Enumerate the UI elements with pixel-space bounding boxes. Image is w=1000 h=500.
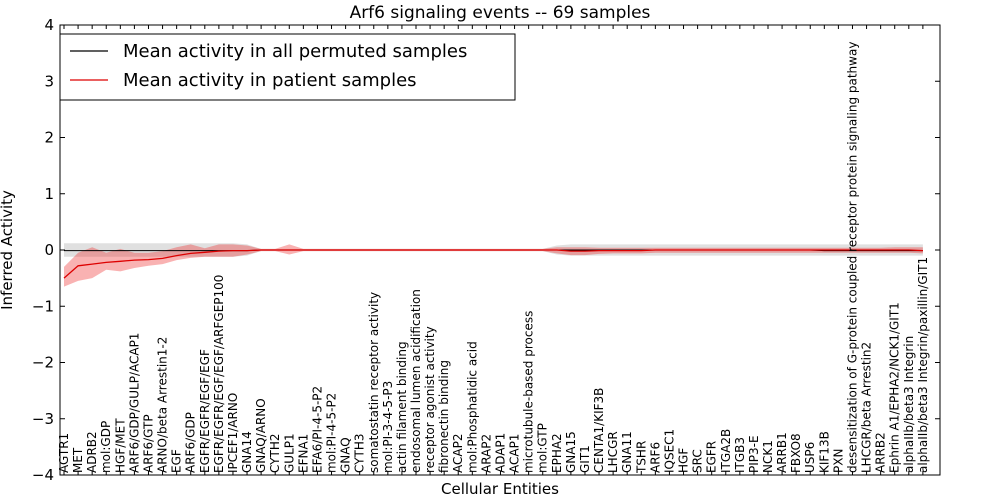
x-tick-label: PXN bbox=[831, 449, 845, 473]
x-tick-label: CENTA1/KIF3B bbox=[592, 388, 606, 473]
x-tick-label: HGF bbox=[677, 448, 691, 473]
x-tick-label: CYTH3 bbox=[353, 434, 367, 474]
x-tick-label: Ephrin A1/EPHA2/NCK1/GIT1 bbox=[888, 302, 902, 473]
y-tick-label: −3 bbox=[32, 410, 54, 428]
x-tick-label: ITGB3 bbox=[733, 437, 747, 473]
x-tick-label: ARNO/beta Arrestin1-2 bbox=[156, 337, 170, 473]
line-series-1 bbox=[63, 249, 923, 279]
x-tick-label: ADAP1 bbox=[493, 433, 507, 473]
x-tick-label: ARAP2 bbox=[479, 434, 493, 473]
chart-title: Arf6 signaling events -- 69 samples bbox=[350, 3, 651, 23]
x-tick-label: GNAQ/ARNO bbox=[254, 398, 268, 473]
x-tick-label: mol:PI-3-4-5-P3 bbox=[381, 381, 395, 473]
x-tick-label: ARRB1 bbox=[775, 432, 789, 473]
y-axis-ticks: −4 −3 −2 −1 0 1 2 3 4 bbox=[32, 16, 940, 484]
x-tick-label: EFA6/PI-4-5-P2 bbox=[310, 386, 324, 473]
x-tick-label: ITGA2B bbox=[719, 429, 733, 473]
x-tick-label: LHCGR/beta Arrestin2 bbox=[860, 342, 874, 473]
x-axis-ticks: AGTR1 MET ADRB2 mol:GDP HGF/MET ARF6/GDP/GULP… bbox=[57, 25, 930, 475]
x-tick-label: NCK1 bbox=[761, 440, 775, 473]
series-lines bbox=[63, 249, 923, 279]
x-tick-label: ARRB2 bbox=[874, 432, 888, 473]
x-tick-label: microtubule-based process bbox=[522, 311, 536, 473]
x-tick-label: EGF bbox=[170, 449, 184, 473]
x-tick-label: desensitization of G-protein coupled rec… bbox=[845, 42, 859, 473]
x-tick-label: LHCGR bbox=[606, 431, 620, 473]
legend-label-permuted: Mean activity in all permuted samples bbox=[123, 41, 467, 62]
x-tick-label: GIT1 bbox=[578, 445, 592, 473]
y-tick-label: 4 bbox=[44, 16, 54, 34]
x-tick-label: MET bbox=[71, 447, 85, 473]
x-tick-label: fibronectin binding bbox=[437, 360, 451, 473]
x-tick-label: PIP3-E bbox=[747, 435, 761, 473]
x-tick-label: EGFR bbox=[705, 441, 719, 473]
x-tick-label: USP6 bbox=[803, 442, 817, 473]
y-tick-label: −1 bbox=[32, 297, 54, 315]
x-axis-label: Cellular Entities bbox=[441, 480, 559, 498]
y-tick-label: 0 bbox=[44, 241, 54, 259]
x-tick-label: mol:GTP bbox=[536, 423, 550, 473]
x-tick-label: EGFR/EGFR/EGF/EGF/ARFGEP100 bbox=[212, 275, 226, 473]
y-tick-label: −4 bbox=[32, 466, 54, 484]
x-tick-label: EPHA2 bbox=[550, 433, 564, 473]
x-tick-label: ARF6/GDP/GULP/ACAP1 bbox=[127, 333, 141, 473]
x-tick-label: actin filament binding bbox=[395, 341, 409, 473]
x-tick-label: ARF6 bbox=[648, 442, 662, 473]
x-tick-label: ARF6/GTP bbox=[141, 414, 155, 473]
x-tick-label: IQSEC1 bbox=[662, 429, 676, 473]
y-tick-label: 3 bbox=[44, 72, 54, 90]
y-tick-label: 1 bbox=[44, 185, 54, 203]
x-tick-label: mol:GDP bbox=[99, 421, 113, 473]
x-tick-label: alphaIIb/beta3 Integrin bbox=[902, 336, 916, 473]
x-tick-label: GNA14 bbox=[240, 431, 254, 473]
x-tick-label: ACAP2 bbox=[451, 434, 465, 473]
x-tick-label: GULP1 bbox=[282, 433, 296, 473]
x-tick-label: TSHR bbox=[634, 441, 648, 474]
x-tick-label: GNA15 bbox=[564, 431, 578, 473]
legend: Mean activity in all permuted samples Me… bbox=[59, 33, 516, 101]
x-tick-label: SRC bbox=[691, 449, 705, 473]
y-tick-label: −2 bbox=[32, 354, 54, 372]
y-axis-label: Inferred Activity bbox=[0, 190, 16, 310]
x-tick-label: ADRB2 bbox=[85, 431, 99, 473]
x-tick-label: ACAP1 bbox=[508, 434, 522, 473]
x-tick-label: ARF6/GDP bbox=[184, 412, 198, 473]
x-tick-label: GNAQ bbox=[339, 437, 353, 473]
x-tick-label: mol:PI-4-5-P2 bbox=[325, 393, 339, 473]
legend-label-patient: Mean activity in patient samples bbox=[123, 70, 417, 91]
x-tick-label: GNA11 bbox=[620, 431, 634, 473]
band-series-1 bbox=[64, 244, 923, 287]
x-tick-label: AGTR1 bbox=[57, 433, 71, 473]
x-tick-label: alphaIIb/beta3 Integrin/paxillin/GIT1 bbox=[916, 257, 930, 473]
x-tick-label: EFNA1 bbox=[296, 434, 310, 473]
legend-frame bbox=[59, 33, 516, 101]
x-tick-label: CYTH2 bbox=[268, 434, 282, 474]
y-tick-label: 2 bbox=[44, 129, 54, 147]
x-tick-label: KIF13B bbox=[817, 431, 831, 473]
x-tick-label: receptor agonist activity bbox=[423, 326, 437, 473]
x-tick-label: EGFR/EGFR/EGF/EGF bbox=[198, 349, 212, 473]
x-tick-label: mol:Phosphatidic acid bbox=[465, 341, 479, 473]
x-tick-label: somatostatin receptor activity bbox=[367, 292, 381, 473]
x-tick-label: HGF/MET bbox=[113, 418, 127, 473]
x-tick-label: IPCEF1/ARNO bbox=[226, 393, 240, 473]
x-tick-label: endosomal lumen acidification bbox=[409, 289, 423, 473]
x-tick-label: FBXO8 bbox=[789, 433, 803, 473]
